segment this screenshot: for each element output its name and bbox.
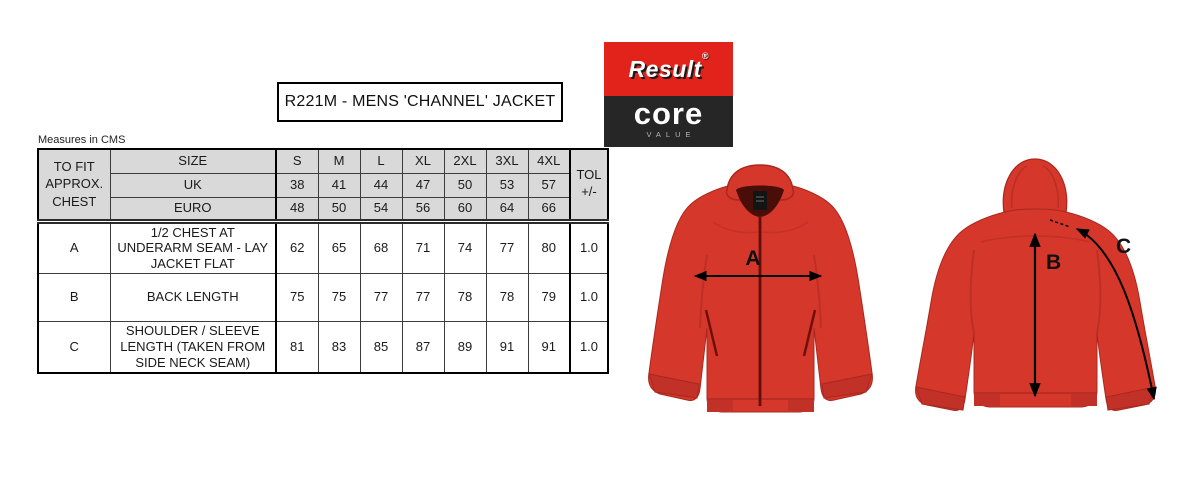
- value-cell: 68: [359, 218, 403, 274]
- jacket-cuff: [915, 386, 966, 411]
- uk-size-cell: 57: [527, 172, 571, 198]
- value-cell: 81: [275, 320, 319, 374]
- value-cell: 78: [443, 272, 487, 322]
- row-letter: B: [37, 272, 111, 322]
- row-header-size: SIZE: [109, 148, 277, 174]
- euro-size-cell: 56: [401, 196, 445, 222]
- logo-brand-text: Result: [628, 55, 702, 82]
- value-cell: 91: [485, 320, 529, 374]
- size-cell: 4XL: [527, 148, 571, 174]
- value-cell: 77: [359, 272, 403, 322]
- value-cell: 62: [275, 218, 319, 274]
- size-cell: M: [317, 148, 361, 174]
- row-header-euro: EURO: [109, 196, 277, 222]
- value-cell: 87: [401, 320, 445, 374]
- dimension-label-b: B: [1046, 251, 1061, 274]
- euro-size-cell: 60: [443, 196, 487, 222]
- jacket-cuff: [648, 373, 700, 399]
- euro-size-cell: 48: [275, 196, 319, 222]
- tolerance-header: TOL +/-: [569, 148, 609, 222]
- size-cell: 3XL: [485, 148, 529, 174]
- euro-size-cell: 50: [317, 196, 361, 222]
- row-header-uk: UK: [109, 172, 277, 198]
- measurement-description: 1/2 CHEST AT UNDERARM SEAM - LAY JACKET …: [109, 218, 277, 274]
- tolerance-cell: 1.0: [569, 272, 609, 322]
- result-core-logo: Result ® core VALUE: [604, 42, 733, 147]
- neck-label: [753, 191, 767, 210]
- size-cell: L: [359, 148, 403, 174]
- logo-subbrand-text: core: [633, 95, 704, 131]
- euro-size-cell: 54: [359, 196, 403, 222]
- registered-mark: ®: [701, 51, 709, 61]
- measurement-row-a: A 1/2 CHEST AT UNDERARM SEAM - LAY JACKE…: [37, 218, 609, 274]
- uk-size-cell: 38: [275, 172, 319, 198]
- sleeve-length-arrow: [1075, 228, 1157, 401]
- logo-tagline-text: VALUE: [646, 130, 696, 140]
- value-cell: 79: [527, 272, 571, 322]
- value-cell: 75: [317, 272, 361, 322]
- uk-size-cell: 53: [485, 172, 529, 198]
- value-cell: 65: [317, 218, 361, 274]
- dimension-label-a: A: [745, 247, 760, 270]
- size-cell: XL: [401, 148, 445, 174]
- euro-size-cell: 66: [527, 196, 571, 222]
- measurement-row-b: B BACK LENGTH 75 75 77 77 78 78 79 1.0: [37, 272, 609, 322]
- size-cell: S: [275, 148, 319, 174]
- measurement-row-c: C SHOULDER / SLEEVE LENGTH (TAKEN FROM S…: [37, 320, 609, 374]
- size-table: TO FIT APPROX. CHEST SIZE S M L XL 2XL 3…: [37, 148, 609, 374]
- size-cell: 2XL: [443, 148, 487, 174]
- pocket-zip: [704, 309, 719, 357]
- euro-size-cell: 64: [485, 196, 529, 222]
- pocket-zip: [802, 309, 817, 357]
- uk-size-cell: 44: [359, 172, 403, 198]
- value-cell: 85: [359, 320, 403, 374]
- uk-size-cell: 41: [317, 172, 361, 198]
- value-cell: 91: [527, 320, 571, 374]
- tolerance-cell: 1.0: [569, 218, 609, 274]
- value-cell: 83: [317, 320, 361, 374]
- measurement-description: BACK LENGTH: [109, 272, 277, 322]
- row-letter: C: [37, 320, 111, 374]
- value-cell: 78: [485, 272, 529, 322]
- value-cell: 77: [401, 272, 445, 322]
- logo-red-band: Result ®: [604, 42, 733, 96]
- row-letter: A: [37, 218, 111, 274]
- neck-seam-dash: [1049, 219, 1071, 228]
- jacket-back-image: B C: [915, 158, 1157, 411]
- value-cell: 80: [527, 218, 571, 274]
- logo-dark-band: core VALUE: [604, 96, 733, 147]
- product-title: R221M - MENS 'CHANNEL' JACKET: [277, 82, 563, 122]
- jacket-cuff: [821, 373, 873, 399]
- measures-note: Measures in CMS: [38, 134, 126, 146]
- uk-size-cell: 50: [443, 172, 487, 198]
- value-cell: 89: [443, 320, 487, 374]
- value-cell: 75: [275, 272, 319, 322]
- tolerance-cell: 1.0: [569, 320, 609, 374]
- measurement-description: SHOULDER / SLEEVE LENGTH (TAKEN FROM SID…: [109, 320, 277, 374]
- uk-size-cell: 47: [401, 172, 445, 198]
- value-cell: 71: [401, 218, 445, 274]
- value-cell: 77: [485, 218, 529, 274]
- jacket-front-image: A: [648, 164, 873, 413]
- value-cell: 74: [443, 218, 487, 274]
- corner-header: TO FIT APPROX. CHEST: [37, 148, 111, 222]
- dimension-label-c: C: [1116, 235, 1131, 258]
